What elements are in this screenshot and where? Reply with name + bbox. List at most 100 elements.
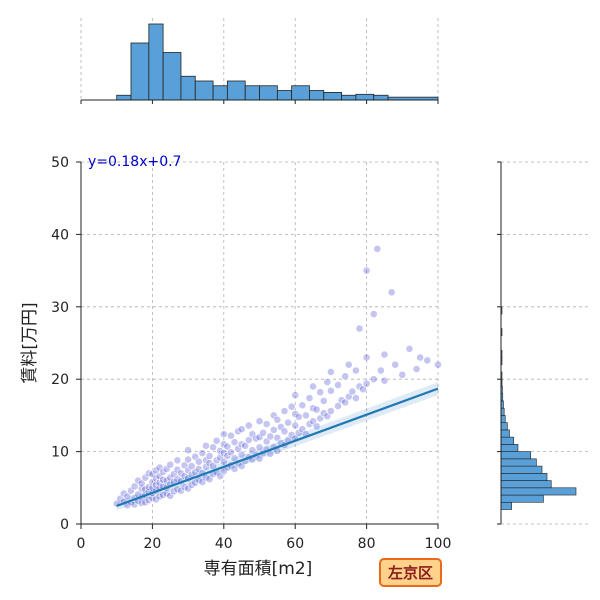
top-hist-bar <box>212 85 228 101</box>
scatter-point <box>380 350 389 359</box>
scatter-point <box>423 356 432 365</box>
top-hist-bar <box>226 80 246 101</box>
x-tick-label: 40 <box>215 536 233 552</box>
scatter-point <box>202 441 210 450</box>
scatter-point <box>294 412 303 421</box>
y-tick-label: 30 <box>51 300 69 316</box>
y-tick-label: 0 <box>60 517 69 533</box>
top-hist-bar <box>148 23 164 101</box>
top-hist-bar <box>162 52 182 101</box>
scatter-point <box>255 417 264 426</box>
right-histogram <box>497 161 590 525</box>
right-hist-bar <box>500 465 543 474</box>
scatter-point <box>230 438 239 447</box>
main-gridlines <box>80 161 439 525</box>
scatter-point <box>219 457 228 466</box>
scatter-point <box>362 266 371 275</box>
scatter-point <box>316 388 325 397</box>
scatter-point <box>398 370 407 379</box>
scatter-point <box>237 425 246 434</box>
scatter-point <box>351 394 360 402</box>
x-tick-label: 60 <box>286 536 304 552</box>
regression-line <box>116 387 439 507</box>
y-tick-label: 40 <box>51 227 69 243</box>
scatter-point <box>184 446 192 455</box>
x-tick-label: 20 <box>143 536 161 552</box>
scatter-point <box>187 462 196 470</box>
scatter-point <box>223 442 232 451</box>
right-hist-bar <box>500 422 508 431</box>
right-hist-bar <box>500 494 544 503</box>
scatter-point <box>212 436 221 445</box>
scatter-point <box>326 386 335 395</box>
y-axis-label: 賃料[万円] <box>20 302 40 383</box>
right-hist-bar <box>500 415 506 423</box>
scatter-point <box>205 452 214 460</box>
ward-badge-label: 左京区 <box>387 564 433 582</box>
scatter-point <box>298 401 307 410</box>
scatter-point <box>166 460 175 469</box>
scatter-point <box>434 360 442 369</box>
scatter-point <box>373 244 382 253</box>
ward-badge: 左京区 <box>379 558 442 587</box>
right-hist-bar <box>500 458 537 467</box>
top-hist-bar <box>373 94 389 101</box>
scatter-point <box>362 379 371 388</box>
x-tick-label: 0 <box>77 536 86 552</box>
scatter-point <box>209 443 217 452</box>
scatter-point <box>405 344 414 353</box>
right-hist-bar <box>500 451 532 460</box>
top-hist-bar <box>130 42 150 101</box>
right-hist-bar <box>500 436 515 445</box>
scatter-point <box>287 402 296 411</box>
y-tick-label: 20 <box>51 372 69 388</box>
scatter-point <box>351 366 360 375</box>
scatter-point <box>291 421 300 430</box>
top-hist-bar <box>309 90 325 101</box>
scatter-point <box>416 353 425 362</box>
top-hist-bar <box>244 85 260 101</box>
main-axes <box>80 162 438 525</box>
scatter-point <box>369 375 378 384</box>
scatter-point <box>280 407 289 415</box>
top-hist-bar <box>323 92 343 101</box>
scatter-point <box>291 391 300 400</box>
scatter-point <box>362 353 371 362</box>
scatter-point <box>369 310 378 318</box>
scatter-point <box>280 427 289 436</box>
scatter-point <box>334 402 342 410</box>
scatter-point <box>262 420 271 428</box>
ward-badge-box <box>379 558 442 587</box>
scatter-point <box>241 441 250 450</box>
x-tick-label: 80 <box>358 536 376 552</box>
top-hist-bar <box>291 85 310 101</box>
top-hist-bar <box>341 94 357 101</box>
scatter-point <box>326 407 335 415</box>
scatter-point <box>305 394 314 402</box>
y-tick-label: 10 <box>51 445 69 461</box>
top-hist-bar <box>194 80 214 101</box>
scatter-point <box>227 431 235 440</box>
y-tick-label: 50 <box>51 155 69 171</box>
scatter-point <box>266 432 275 441</box>
regression-equation: y=0.18x+0.7 <box>88 154 181 170</box>
top-hist-bar <box>276 90 293 101</box>
scatter-point <box>227 448 235 457</box>
right-hist-bar <box>500 444 519 452</box>
right-hist-bar <box>500 473 548 481</box>
scatter-point <box>219 430 228 439</box>
right-hist-bar <box>500 487 577 496</box>
scatter-point <box>326 368 335 376</box>
scatter-point <box>255 443 264 452</box>
scatter-point <box>312 405 321 414</box>
top-hist-bar <box>259 85 278 101</box>
scatter-point <box>376 366 385 375</box>
scatter-points <box>112 244 442 510</box>
x-tick-label: 100 <box>425 536 452 552</box>
scatter-point <box>255 454 264 463</box>
scatter-point <box>173 456 182 465</box>
scatter-point <box>273 415 282 424</box>
top-hist-bar <box>116 94 132 101</box>
scatter-point <box>359 385 367 394</box>
scatter-point <box>284 418 292 427</box>
